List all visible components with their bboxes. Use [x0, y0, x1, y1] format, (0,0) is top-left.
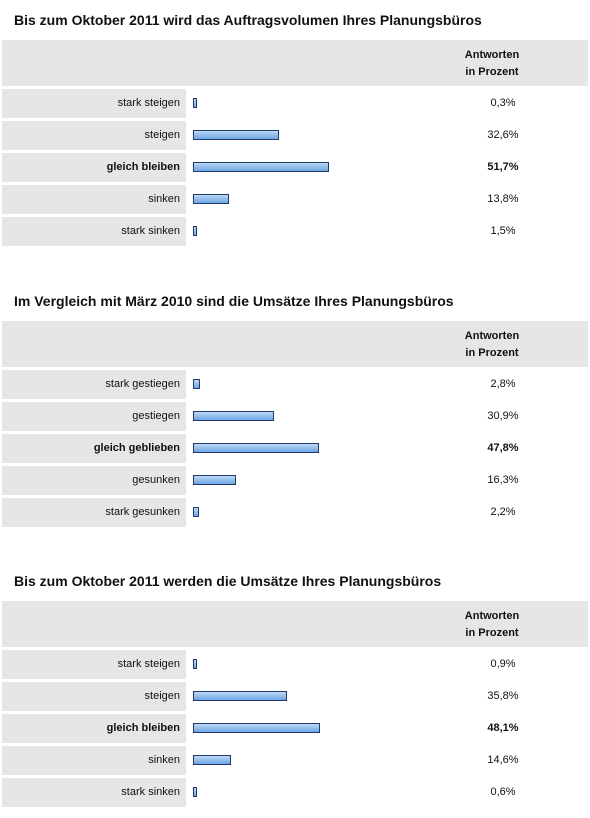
category-label: gestiegen: [132, 410, 180, 422]
category-label: stark steigen: [117, 97, 180, 109]
category-label: stark steigen: [117, 658, 180, 670]
bar-panel: 1,5%: [186, 217, 588, 246]
chart-title: Bis zum Oktober 2011 wird das Auftragsvo…: [14, 12, 482, 28]
category-label: gleich geblieben: [93, 442, 180, 454]
value-label: 35,8%: [487, 690, 519, 702]
table-row: stark gestiegen 2,8%: [2, 370, 588, 399]
column-header-line1: Antworten: [464, 330, 520, 342]
bar-panel: 47,8%: [186, 434, 588, 463]
category-label: stark gestiegen: [105, 378, 180, 390]
table-row: stark steigen 0,3%: [2, 89, 588, 118]
table-row: gleich bleiben 51,7%: [2, 153, 588, 182]
value-label: 0,6%: [490, 786, 516, 798]
table-row: stark sinken 0,6%: [2, 778, 588, 807]
bar: [193, 379, 201, 389]
category-label: stark sinken: [121, 786, 180, 798]
bar-panel: 16,3%: [186, 466, 588, 495]
value-label: 48,1%: [487, 722, 519, 734]
table-row: stark gesunken 2,2%: [2, 498, 588, 527]
bar: [193, 130, 279, 140]
bar: [193, 226, 197, 236]
bar: [193, 755, 232, 765]
value-label: 47,8%: [487, 442, 519, 454]
column-header-line2: in Prozent: [465, 347, 519, 359]
table-row: gestiegen 30,9%: [2, 402, 588, 431]
bar-panel: 0,6%: [186, 778, 588, 807]
bar: [193, 659, 197, 669]
bar-panel: 0,9%: [186, 650, 588, 679]
table-row: steigen 35,8%: [2, 682, 588, 711]
chart-section: Im Vergleich mit März 2010 sind die Umsä…: [0, 293, 590, 531]
bar: [193, 507, 199, 517]
table-row: gesunken 16,3%: [2, 466, 588, 495]
value-label: 13,8%: [487, 193, 519, 205]
bar: [193, 194, 230, 204]
value-label: 1,5%: [490, 225, 516, 237]
value-label: 51,7%: [487, 161, 519, 173]
chart-title: Bis zum Oktober 2011 werden die Umsätze …: [14, 573, 442, 589]
bar-panel: 2,8%: [186, 370, 588, 399]
bar: [193, 98, 197, 108]
category-label: stark gesunken: [105, 506, 180, 518]
bar: [193, 475, 236, 485]
table-row: steigen 32,6%: [2, 121, 588, 150]
bar: [193, 787, 197, 797]
table-row: gleich bleiben 48,1%: [2, 714, 588, 743]
category-label: sinken: [148, 754, 180, 766]
column-header-line1: Antworten: [464, 610, 520, 622]
category-label: gleich bleiben: [106, 161, 180, 173]
chart-section: Bis zum Oktober 2011 werden die Umsätze …: [0, 573, 590, 811]
value-label: 30,9%: [487, 410, 519, 422]
bar: [193, 691, 288, 701]
table-header: Antworten in Prozent: [2, 40, 588, 86]
bar-panel: 0,3%: [186, 89, 588, 118]
table-row: stark steigen 0,9%: [2, 650, 588, 679]
category-label: stark sinken: [121, 225, 180, 237]
table-row: sinken 13,8%: [2, 185, 588, 214]
chart-title: Im Vergleich mit März 2010 sind die Umsä…: [14, 293, 454, 309]
chart-section: Bis zum Oktober 2011 wird das Auftragsvo…: [0, 12, 590, 250]
table-row: gleich geblieben 47,8%: [2, 434, 588, 463]
value-label: 16,3%: [487, 474, 519, 486]
column-header-line2: in Prozent: [465, 66, 519, 78]
bar: [193, 162, 329, 172]
category-label: gesunken: [132, 474, 180, 486]
category-label: sinken: [148, 193, 180, 205]
table-header: Antworten in Prozent: [2, 321, 588, 367]
column-header-answers: Antworten in Prozent: [422, 328, 562, 362]
category-label: gleich bleiben: [106, 722, 180, 734]
value-label: 0,3%: [490, 97, 516, 109]
column-header-answers: Antworten in Prozent: [422, 47, 562, 81]
table-header: Antworten in Prozent: [2, 601, 588, 647]
value-label: 2,2%: [490, 506, 516, 518]
bar: [193, 723, 320, 733]
bar-panel: 48,1%: [186, 714, 588, 743]
column-header-line1: Antworten: [464, 49, 520, 61]
bar-panel: 2,2%: [186, 498, 588, 527]
value-label: 2,8%: [490, 378, 516, 390]
table-row: stark sinken 1,5%: [2, 217, 588, 246]
bar: [193, 411, 275, 421]
category-label: steigen: [144, 129, 180, 141]
bar-panel: 14,6%: [186, 746, 588, 775]
bar-panel: 35,8%: [186, 682, 588, 711]
bar-panel: 32,6%: [186, 121, 588, 150]
bar: [193, 443, 319, 453]
bar-panel: 51,7%: [186, 153, 588, 182]
bar-panel: 13,8%: [186, 185, 588, 214]
category-label: steigen: [144, 690, 180, 702]
column-header-answers: Antworten in Prozent: [422, 608, 562, 642]
value-label: 0,9%: [490, 658, 516, 670]
table-row: sinken 14,6%: [2, 746, 588, 775]
value-label: 14,6%: [487, 754, 519, 766]
value-label: 32,6%: [487, 129, 519, 141]
bar-panel: 30,9%: [186, 402, 588, 431]
column-header-line2: in Prozent: [465, 627, 519, 639]
